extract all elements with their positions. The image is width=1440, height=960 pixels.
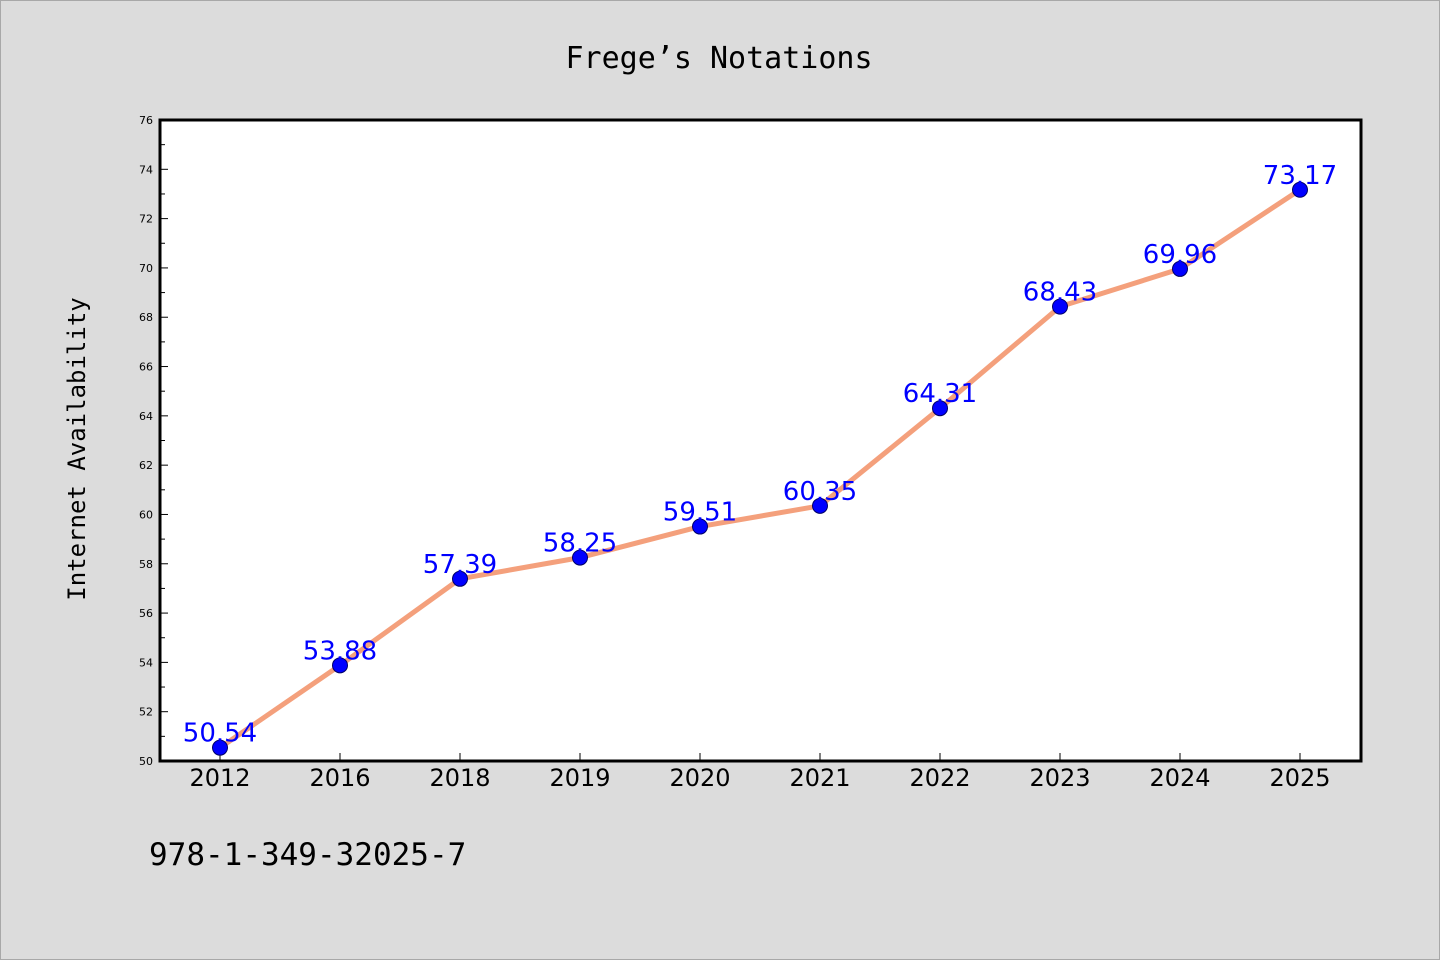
data-point <box>692 518 708 535</box>
y-axis: 50 52 54 56 58 60 62 64 66 68 70 72 74 76 <box>139 114 168 768</box>
data-label: 50.54 <box>183 719 257 749</box>
y-tick-label: 50 <box>139 755 153 768</box>
y-tick-label: 64 <box>139 410 153 423</box>
isbn-text: 978-1-349-32025-7 <box>149 837 466 873</box>
y-tick-label: 58 <box>139 558 153 571</box>
x-tick-label: 2023 <box>1029 764 1090 792</box>
data-label: 64.31 <box>903 379 977 409</box>
data-point <box>452 570 468 587</box>
y-tick-label: 76 <box>139 114 153 127</box>
x-tick-label: 2018 <box>429 764 490 792</box>
x-tick-label: 2025 <box>1269 764 1330 792</box>
series <box>212 181 1308 756</box>
data-label: 68.43 <box>1023 278 1097 308</box>
y-tick-label: 60 <box>139 508 153 521</box>
data-point <box>212 739 228 756</box>
data-label: 60.35 <box>783 477 857 507</box>
y-tick-label: 70 <box>139 262 153 275</box>
y-tick-label: 66 <box>139 361 153 374</box>
x-tick-label: 2020 <box>669 764 730 792</box>
x-tick-label: 2022 <box>909 764 970 792</box>
data-label: 58.25 <box>543 529 617 559</box>
data-point <box>332 657 348 674</box>
y-tick-label: 62 <box>139 459 153 472</box>
data-label: 57.39 <box>423 550 497 580</box>
series-line <box>217 187 1303 751</box>
data-point <box>572 549 588 566</box>
chart-title: Frege’s Notations <box>565 41 872 76</box>
y-axis-label: Internet Availability <box>63 297 91 600</box>
plot-area <box>158 118 1363 763</box>
data-label: 69.96 <box>1143 240 1217 270</box>
data-label: 73.17 <box>1263 161 1337 191</box>
x-tick-label: 2021 <box>789 764 850 792</box>
y-tick-label: 72 <box>139 213 153 226</box>
data-point <box>1172 260 1188 277</box>
y-tick-label: 54 <box>139 656 153 669</box>
y-tick-label: 56 <box>139 607 153 620</box>
y-tick-label: 68 <box>139 311 153 324</box>
data-labels: 50.54 53.88 57.39 58.25 59.51 60.35 64.31 68.43… <box>183 161 1337 749</box>
data-label: 53.88 <box>303 636 377 666</box>
x-tick-label: 2024 <box>1149 764 1210 792</box>
data-label: 59.51 <box>663 498 737 528</box>
x-tick-label: 2012 <box>189 764 250 792</box>
y-tick-label: 52 <box>139 706 153 719</box>
x-tick-label: 2019 <box>549 764 610 792</box>
data-point <box>1292 181 1308 198</box>
y-tick-label: 74 <box>139 163 153 176</box>
x-tick-label: 2016 <box>309 764 370 792</box>
data-point <box>932 400 948 417</box>
data-point <box>812 497 828 514</box>
x-axis: 2012 2016 2018 2019 2020 2021 2022 2023 2024 2025 <box>189 753 1331 792</box>
data-point <box>1052 298 1068 315</box>
